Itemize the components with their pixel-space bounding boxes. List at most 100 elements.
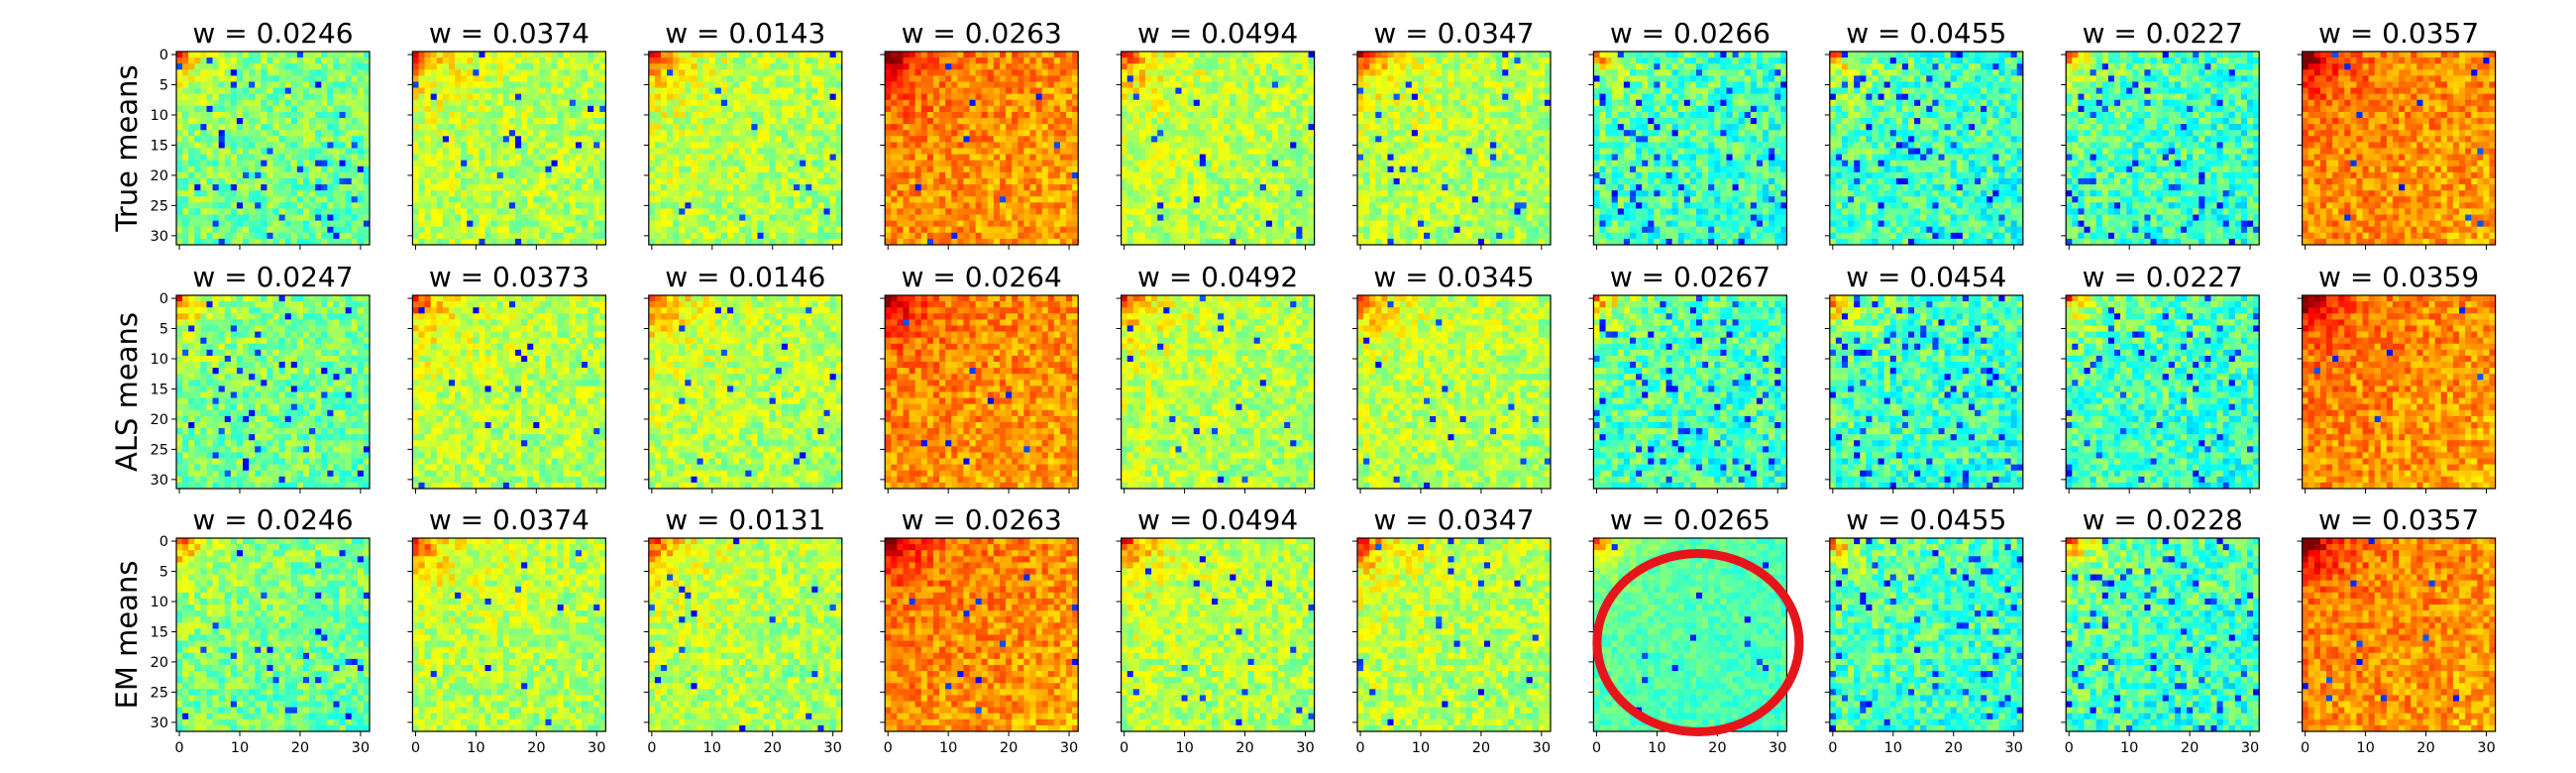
heatmap-cell — [794, 196, 800, 202]
heatmap-cell — [176, 106, 182, 112]
heatmap-cell — [346, 136, 352, 142]
heatmap-cell — [685, 75, 691, 81]
heatmap-cell — [443, 196, 449, 202]
heatmap-cell — [418, 196, 424, 202]
heatmap-cell — [564, 63, 570, 69]
heatmap-cell — [291, 57, 297, 63]
heatmap-cell — [425, 166, 431, 172]
heatmap-cell — [279, 184, 285, 190]
heatmap-cell — [188, 88, 194, 94]
heatmap-cell — [764, 227, 770, 233]
heatmap-cell — [794, 94, 800, 100]
heatmap-cells — [176, 52, 370, 245]
heatmap-cell — [558, 63, 564, 69]
heatmap-cell — [327, 63, 333, 69]
heatmap-cell — [358, 227, 364, 233]
heatmap-cell — [340, 172, 346, 178]
heatmap-cell — [824, 227, 830, 233]
heatmap-cell — [291, 63, 297, 69]
heatmap-cell — [255, 172, 261, 178]
heatmap-cell — [321, 227, 327, 233]
heatmap-cell — [503, 178, 509, 184]
heatmap-cell — [558, 190, 564, 196]
heatmap-cell — [364, 202, 370, 208]
heatmap-cell — [570, 124, 576, 130]
heatmap-cell — [358, 106, 364, 112]
heatmap-cell — [794, 100, 800, 106]
heatmap-cell — [593, 69, 599, 75]
heatmap-cell — [545, 190, 551, 196]
heatmap-cell — [727, 239, 733, 245]
heatmap-cell — [206, 178, 212, 184]
heatmap-cell — [533, 149, 539, 155]
heatmap-cell — [515, 69, 521, 75]
heatmap-cell — [582, 202, 588, 208]
heatmap-cell — [503, 161, 509, 166]
heatmap-cell — [261, 202, 267, 208]
heatmap-cell — [593, 118, 599, 124]
heatmap-cell — [836, 190, 842, 196]
heatmap-cell — [231, 196, 237, 202]
heatmap-cell — [1018, 57, 1023, 63]
heatmap-cell — [564, 136, 570, 142]
y-tick-label: 10 — [151, 108, 168, 124]
heatmap-cell — [836, 130, 842, 136]
heatmap-cell — [661, 166, 667, 172]
heatmap-cell — [243, 155, 249, 161]
heatmap-cell — [303, 81, 309, 87]
heatmap-cell — [267, 227, 272, 233]
heatmap-cell — [811, 57, 817, 63]
heatmap-cell — [176, 227, 182, 233]
heatmap-cell — [267, 136, 272, 142]
heatmap-cell — [315, 118, 321, 124]
heatmap-cell — [655, 69, 661, 75]
heatmap-cell — [830, 172, 836, 178]
heatmap-cell — [698, 202, 703, 208]
heatmap-cell — [782, 227, 788, 233]
heatmap-cell — [764, 69, 770, 75]
heatmap-cell — [539, 75, 545, 81]
heatmap-cell — [485, 81, 491, 87]
heatmap-cell — [539, 106, 545, 112]
heatmap-cell — [1066, 75, 1072, 81]
heatmap-cell — [309, 63, 315, 69]
heatmap-cell — [794, 88, 800, 94]
heatmap-cell — [715, 94, 721, 100]
heatmap-cell — [327, 161, 333, 166]
heatmap-cell — [739, 172, 745, 178]
heatmap-cell — [709, 196, 715, 202]
heatmap-cell — [805, 208, 811, 214]
heatmap-cell — [782, 100, 788, 106]
heatmap-cell — [982, 63, 988, 69]
heatmap-cell — [800, 142, 805, 148]
heatmap-cell — [364, 94, 370, 100]
heatmap-cell — [661, 239, 667, 245]
heatmap-cell — [255, 63, 261, 69]
heatmap-cell — [321, 239, 327, 245]
heatmap-cell — [509, 166, 515, 172]
heatmap-cell — [733, 155, 739, 161]
heatmap-cell — [739, 100, 745, 106]
heatmap-cell — [685, 208, 691, 214]
heatmap-cell — [352, 184, 358, 190]
heatmap-cell — [346, 94, 352, 100]
heatmap-cell — [679, 100, 685, 106]
heatmap-cell — [194, 161, 200, 166]
heatmap-cell — [418, 142, 424, 148]
heatmap-cell — [1029, 57, 1035, 63]
heatmap-cell — [782, 196, 788, 202]
heatmap-cell — [364, 239, 370, 245]
heatmap-cell — [539, 221, 545, 227]
heatmap-cell — [213, 227, 219, 233]
heatmap-cell — [745, 190, 751, 196]
heatmap-cell — [273, 88, 279, 94]
heatmap-cell — [437, 63, 443, 69]
heatmap-cell — [667, 69, 673, 75]
heatmap-cell — [291, 166, 297, 172]
heatmap-cell — [715, 227, 721, 233]
heatmap-cell — [661, 155, 667, 161]
heatmap-cell — [715, 69, 721, 75]
heatmap-cell — [291, 112, 297, 118]
heatmap-cell — [764, 161, 770, 166]
heatmap-cell — [703, 202, 709, 208]
